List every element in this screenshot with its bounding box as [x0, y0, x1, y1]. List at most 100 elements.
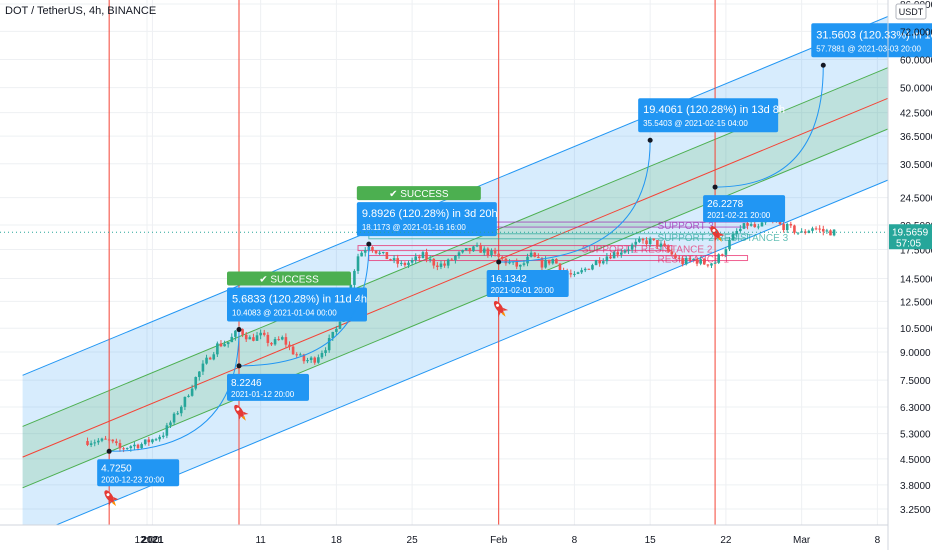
candle-body [601, 261, 605, 264]
candle-body [482, 248, 486, 253]
rocket-window [236, 407, 240, 411]
projection-start-point [712, 184, 718, 190]
candle-body [778, 221, 782, 225]
y-tick-label: 6.3000 [900, 403, 931, 414]
start-callout-price: 8.2246 [231, 378, 262, 389]
candle-body [400, 262, 403, 264]
candle-body [645, 240, 648, 245]
candle-body [457, 252, 461, 256]
candle-body [208, 357, 212, 360]
regression-channel [22, 15, 888, 525]
candle-body [811, 228, 814, 231]
candle-body [731, 234, 735, 240]
candle-body [551, 259, 555, 264]
candle-body [537, 256, 540, 258]
level-zone [368, 233, 749, 240]
start-callout-price: 16.1342 [491, 274, 528, 285]
start-callout-box [486, 269, 569, 297]
y-tick-label: 42.5000 [900, 109, 932, 120]
y-tick-label: 14.5000 [900, 274, 932, 285]
candle-body [757, 226, 760, 228]
rocket-fin [502, 307, 509, 311]
y-tick-label: 7.5000 [900, 376, 931, 387]
candle-body [486, 248, 490, 256]
success-badge-box [227, 271, 351, 286]
target-callout-label: 19.4061 (120.28%) in 13d 8h [643, 104, 785, 116]
x-tick-label: 22 [720, 535, 732, 546]
candle-body [194, 377, 198, 389]
candle-body [143, 439, 147, 445]
projection-target-point [820, 62, 826, 68]
currency-badge: USDT [895, 3, 927, 20]
candle-body [796, 232, 800, 234]
y-tick-label: 17.5000 [900, 245, 932, 256]
candle-body [381, 252, 385, 254]
candle-body [295, 354, 299, 356]
candle-body [86, 441, 89, 445]
success-badge-label: ✔ SUCCESS [259, 275, 319, 286]
y-tick-label: 36.5000 [900, 132, 932, 143]
candle-body [699, 259, 702, 264]
candle-body [306, 360, 309, 362]
candle-body [702, 259, 706, 265]
target-callout-box [811, 23, 932, 58]
y-tick-label: 3.8000 [900, 481, 931, 492]
last-price-bg [889, 224, 932, 250]
candle-body [497, 253, 500, 257]
rocket-window [106, 493, 110, 497]
candle-body [519, 264, 522, 267]
projection-curve [109, 329, 240, 452]
candle-body [190, 388, 194, 396]
target-callout-sub: 57.7881 @ 2021-03-03 20:00 [816, 44, 921, 53]
start-callout-date: 2021-01-12 20:00 [231, 390, 295, 399]
y-tick-label: 30.5000 [900, 160, 932, 171]
candle-body [789, 223, 793, 226]
candle-body [793, 225, 796, 233]
candle-body [670, 251, 674, 255]
target-callout-sub: 18.1173 @ 2021-01-16 16:00 [362, 223, 467, 232]
rocket-fin [714, 236, 717, 243]
candle-body [410, 260, 414, 263]
candle-body [659, 243, 663, 247]
candle-body [93, 442, 97, 444]
candle-body [648, 238, 652, 245]
rocket-fin [113, 497, 119, 501]
start-callout-price: 4.7250 [101, 463, 132, 474]
target-callout-sub: 35.5403 @ 2021-02-15 04:00 [643, 119, 748, 128]
candle-body [479, 245, 482, 253]
projection-curve [238, 244, 370, 367]
candle-body [331, 331, 335, 339]
rocket-body [234, 404, 244, 417]
projection-target-point [236, 327, 242, 333]
candle-body [749, 224, 753, 226]
rocket-window [712, 228, 716, 232]
candle-body [710, 263, 713, 266]
success-badge: ✔ SUCCESS [227, 271, 351, 286]
candle-body [832, 229, 836, 236]
start-callout-box [227, 373, 309, 401]
candle-body [226, 342, 230, 345]
target-callout-box [227, 287, 367, 322]
candle-body [468, 248, 472, 252]
candle-body [140, 444, 143, 449]
candle-body [576, 272, 580, 274]
target-callout: 9.8926 (120.28%) in 3d 20h 18.1173 @ 2021… [356, 202, 498, 237]
channel-midline [22, 97, 888, 458]
y-tick-label: 10.5000 [900, 324, 932, 335]
rocket-flame [241, 415, 246, 421]
candle-body [739, 228, 742, 232]
projection-start-point [496, 259, 502, 265]
candle-body [782, 224, 785, 231]
candle-body [558, 263, 562, 271]
y-tick-label: 9.0000 [900, 348, 931, 359]
candle-body [165, 425, 169, 436]
candle-body [663, 243, 666, 247]
candle-body [320, 352, 324, 358]
candle-body [125, 448, 129, 450]
rocket-icon [493, 300, 509, 317]
candle-body [529, 252, 533, 257]
rocket-icon [710, 226, 725, 243]
